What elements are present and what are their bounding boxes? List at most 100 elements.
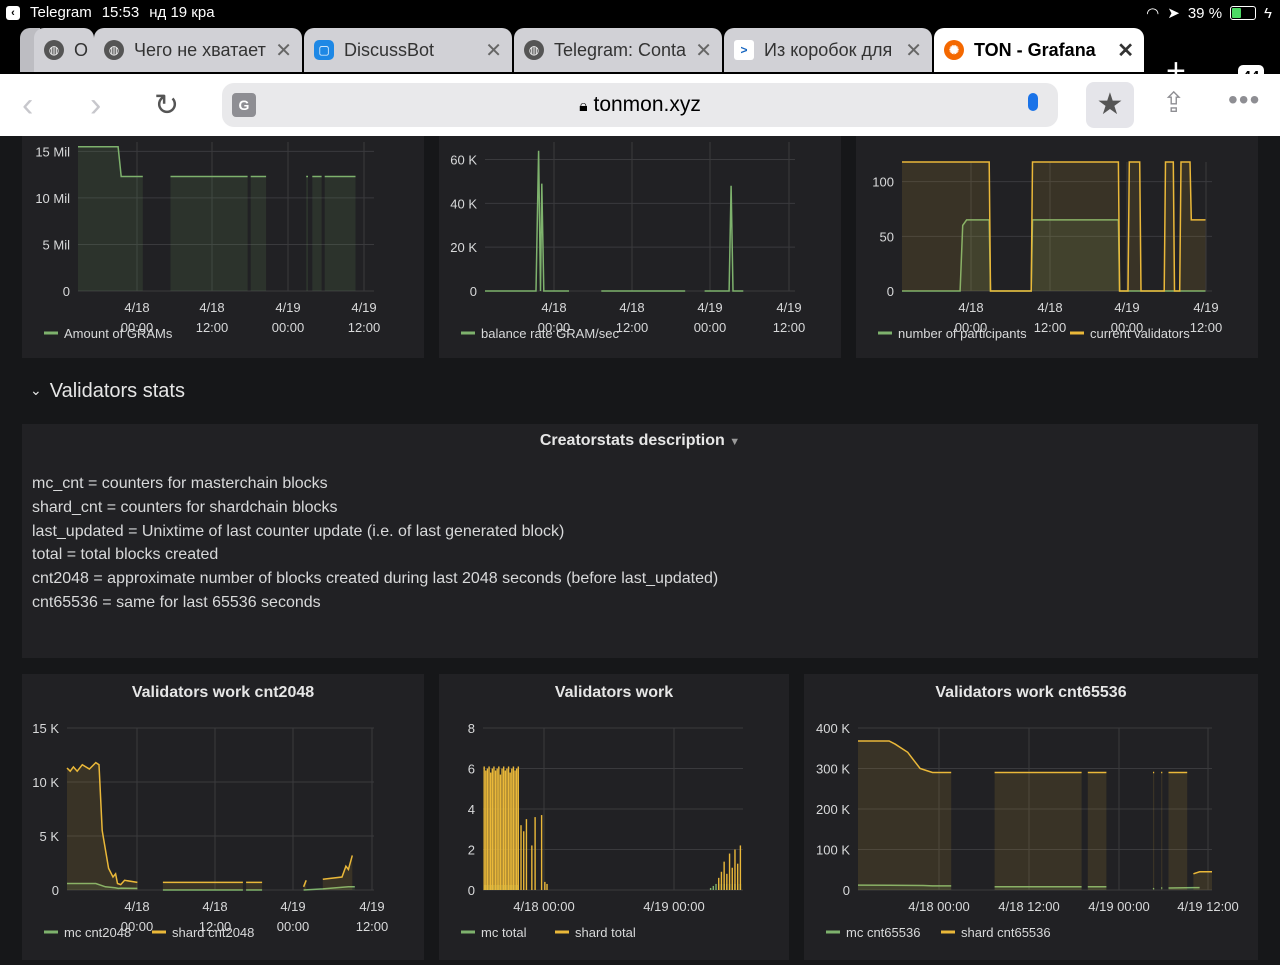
bar — [503, 766, 504, 890]
tab-5-active[interactable]: ✺ TON - Grafana ✕ — [934, 28, 1144, 72]
bar — [490, 773, 491, 890]
bar — [498, 766, 499, 890]
caret-down-icon: ▼ — [729, 436, 740, 448]
close-tab-icon[interactable]: ✕ — [275, 38, 292, 63]
bar — [520, 825, 521, 890]
close-tab-icon[interactable]: ✕ — [485, 38, 502, 63]
series-area-fill — [1153, 773, 1154, 891]
close-tab-icon[interactable]: ✕ — [695, 38, 712, 63]
x-tick-label: 4/19 00:00 — [643, 899, 704, 914]
close-tab-icon[interactable]: ✕ — [905, 38, 922, 63]
y-tick-label: 10 K — [32, 775, 59, 790]
bar — [513, 766, 514, 890]
terminal-icon: > — [734, 40, 754, 60]
grafana-icon: ✺ — [944, 40, 964, 60]
x-tick-label: 4/18 00:00 — [513, 899, 574, 914]
y-tick-label: 0 — [843, 883, 850, 898]
y-tick-label: 0 — [52, 883, 59, 898]
legend-label: shard cnt65536 — [961, 925, 1051, 940]
more-icon[interactable]: ••• — [1228, 84, 1260, 116]
x-tick-label: 4/18 — [541, 300, 566, 315]
x-tick-label: 00:00 — [277, 919, 310, 934]
bar — [541, 815, 542, 890]
panel-title[interactable]: Creatorstats description ▼ — [22, 432, 1258, 450]
x-tick-label: 4/19 — [351, 300, 376, 315]
series-area-fill — [858, 741, 951, 890]
bar — [721, 872, 722, 890]
tab-3[interactable]: ◍ Telegram: Conta ✕ — [514, 28, 722, 72]
back-arrow-icon[interactable]: ‹ — [22, 86, 33, 125]
series-area-fill — [246, 882, 262, 890]
panel-title[interactable]: Validators work cnt2048 — [22, 684, 424, 702]
address-bar[interactable]: G 🔒︎ tonmon.xyz — [222, 83, 1058, 127]
bar — [518, 766, 519, 890]
y-tick-label: 100 — [872, 175, 894, 190]
status-app-name[interactable]: Telegram — [30, 4, 92, 21]
y-tick-label: 60 K — [450, 153, 477, 168]
x-tick-label: 4/18 00:00 — [908, 899, 969, 914]
series-area-fill — [325, 177, 356, 292]
legend-label: number of participants — [898, 326, 1027, 341]
browser-toolbar: ‹ › ↻ G 🔒︎ tonmon.xyz ★ ⇪ ••• — [0, 74, 1280, 136]
battery-percent: 39 % — [1188, 5, 1222, 22]
tab-4[interactable]: > Из коробок для ✕ — [724, 28, 932, 72]
x-tick-label: 4/19 — [1193, 300, 1218, 315]
y-tick-label: 50 — [880, 229, 894, 244]
bookmark-star-icon[interactable]: ★ — [1086, 82, 1134, 128]
y-tick-label: 5 Mil — [43, 237, 71, 252]
x-tick-label: 4/19 — [359, 899, 384, 914]
chart-balance-rate[interactable]: 020 K40 K60 K4/1800:004/1812:004/1900:00… — [439, 136, 841, 358]
chart-validators-work-cnt2048[interactable]: 05 K10 K15 K4/1800:004/1812:004/1900:004… — [22, 674, 424, 960]
y-tick-label: 15 K — [32, 721, 59, 736]
battery-icon — [1230, 6, 1256, 20]
url-text[interactable]: 🔒︎ tonmon.xyz — [222, 93, 1058, 117]
chart-participants[interactable]: 0501004/1800:004/1812:004/1900:004/1912:… — [856, 136, 1258, 358]
series-area-fill — [171, 177, 248, 292]
y-tick-label: 8 — [468, 721, 475, 736]
x-tick-label: 12:00 — [616, 320, 649, 335]
close-tab-icon[interactable]: ✕ — [1117, 38, 1134, 63]
y-tick-label: 4 — [468, 802, 475, 817]
microphone-icon[interactable] — [1028, 93, 1038, 111]
x-tick-label: 4/18 — [619, 300, 644, 315]
legend-label: balance rate GRAM/sec — [481, 326, 620, 341]
y-tick-label: 0 — [63, 284, 70, 299]
bar — [506, 769, 507, 891]
x-tick-label: 4/18 — [958, 300, 983, 315]
panel-title[interactable]: Validators work — [439, 684, 789, 702]
panel-title[interactable]: Validators work cnt65536 — [804, 684, 1258, 702]
globe-icon: ◍ — [104, 40, 124, 60]
y-tick-label: 400 K — [816, 721, 850, 736]
status-date: нд 19 кра — [149, 4, 214, 21]
x-tick-label: 12:00 — [1190, 320, 1223, 335]
reload-icon[interactable]: ↻ — [154, 88, 179, 123]
tab-0[interactable]: ◍ О — [34, 28, 94, 72]
bar — [511, 769, 512, 891]
row-validators-stats[interactable]: ⌄Validators stats — [30, 380, 185, 403]
bar — [726, 874, 727, 890]
back-to-app-icon[interactable]: ‹ — [6, 6, 20, 20]
x-tick-label: 12:00 — [773, 320, 806, 335]
lock-icon: 🔒︎ — [579, 98, 588, 115]
bar — [531, 845, 532, 890]
bar — [534, 817, 535, 890]
status-bar: ‹ Telegram 15:53 нд 19 кра ◠ ➤ 39 % ϟ — [0, 0, 1280, 26]
x-tick-label: 4/18 — [199, 300, 224, 315]
tab-1[interactable]: ◍ Чего не хватает ✕ — [94, 28, 302, 72]
y-tick-label: 40 K — [450, 196, 477, 211]
share-icon[interactable]: ⇪ — [1162, 86, 1185, 119]
bar — [485, 771, 486, 890]
status-time: 15:53 — [102, 4, 140, 21]
y-tick-label: 2 — [468, 843, 475, 858]
forward-arrow-icon[interactable]: › — [90, 86, 101, 125]
legend-label: mc cnt65536 — [846, 925, 920, 940]
tab-2[interactable]: ▢ DiscussBot ✕ — [304, 28, 512, 72]
bar — [723, 862, 724, 890]
